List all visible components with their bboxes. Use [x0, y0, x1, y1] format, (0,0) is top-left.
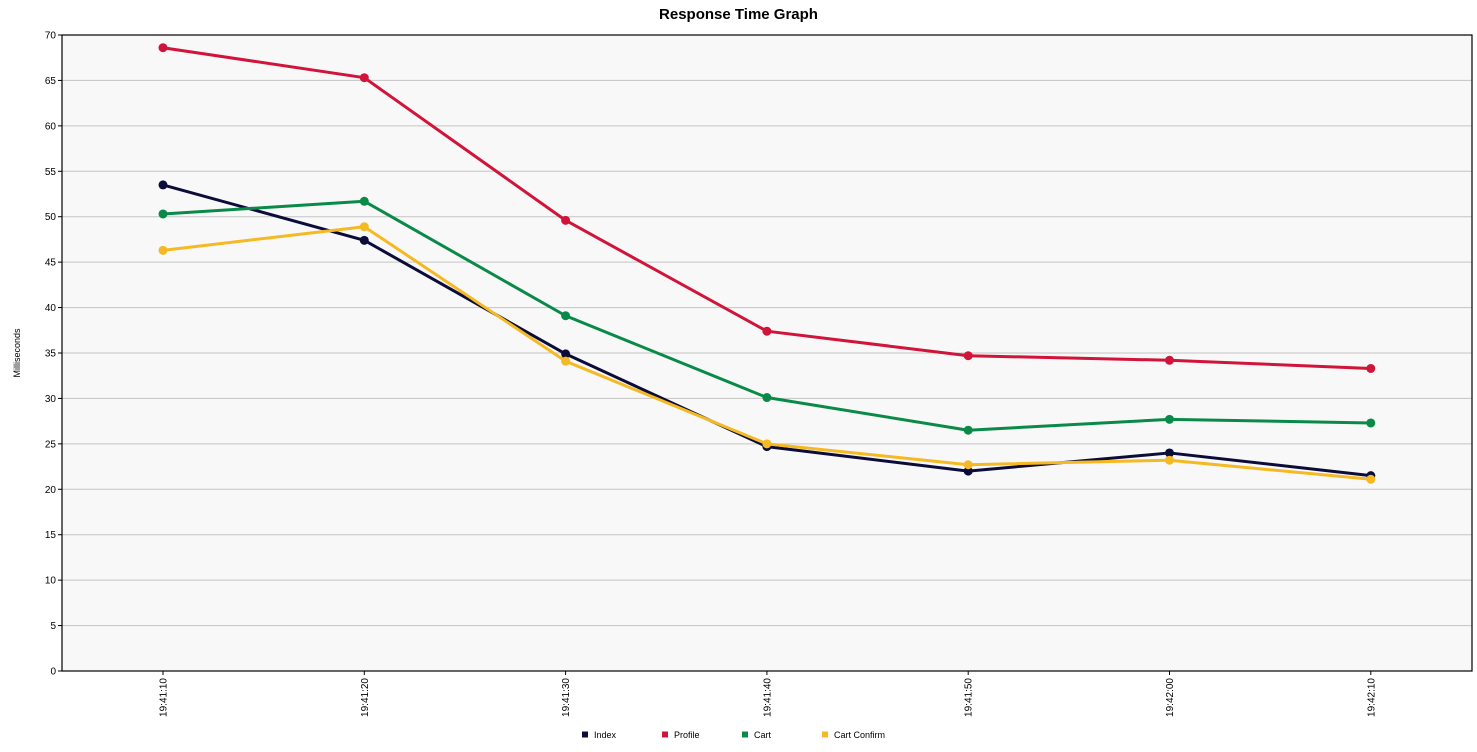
legend-label: Index [594, 730, 617, 740]
data-point [561, 349, 571, 359]
y-tick-label: 60 [45, 121, 57, 132]
y-tick-label: 55 [45, 167, 57, 178]
data-point [158, 209, 168, 219]
legend-swatch [742, 731, 748, 738]
legend-label: Cart Confirm [834, 730, 885, 740]
y-tick-label: 65 [45, 76, 57, 87]
x-tick-label: 19:41:50 [964, 678, 975, 717]
y-tick-label: 30 [45, 394, 57, 405]
y-tick-label: 25 [45, 439, 57, 450]
x-tick-label: 19:41:40 [762, 678, 773, 717]
y-tick-label: 40 [45, 303, 57, 314]
y-tick-label: 0 [50, 667, 56, 678]
x-tick-label: 19:41:10 [159, 678, 170, 717]
data-point [561, 356, 571, 366]
data-point [359, 196, 369, 206]
data-point [561, 311, 571, 321]
y-tick-label: 35 [45, 349, 57, 360]
legend-label: Cart [754, 730, 772, 740]
legend-label: Profile [674, 730, 700, 740]
y-tick-label: 20 [45, 485, 57, 496]
y-tick-label: 10 [45, 576, 57, 587]
data-point [1165, 455, 1174, 465]
data-point [1366, 418, 1376, 428]
data-point [963, 425, 973, 435]
chart-title: Response Time Graph [659, 6, 818, 23]
legend-swatch [822, 731, 828, 738]
y-tick-label: 15 [45, 530, 57, 541]
y-tick-label: 45 [45, 258, 57, 269]
x-tick-label: 19:42:00 [1165, 678, 1176, 717]
data-point [762, 393, 772, 403]
y-tick-label: 70 [45, 31, 57, 42]
series-cart-confirm [158, 222, 1376, 484]
data-point [158, 180, 168, 190]
x-tick-label: 19:41:20 [360, 678, 371, 717]
data-point [1366, 474, 1376, 484]
data-point [963, 460, 973, 470]
data-point [762, 326, 772, 336]
y-axis-title: Milliseconds [12, 328, 22, 378]
data-point [1165, 448, 1174, 458]
y-tick-label: 5 [50, 621, 56, 632]
data-point [963, 466, 973, 476]
data-point [359, 222, 369, 232]
data-point [762, 439, 772, 449]
data-point [158, 43, 168, 53]
data-point [561, 215, 571, 225]
data-point [1366, 363, 1376, 373]
data-point [1165, 355, 1174, 365]
series-cart [158, 196, 1376, 435]
legend-swatch [582, 731, 588, 738]
y-tick-label: 50 [45, 212, 57, 223]
data-point [158, 245, 168, 255]
x-tick-label: 19:41:30 [561, 678, 572, 717]
data-point [359, 73, 369, 83]
series-profile [158, 43, 1376, 373]
data-point [359, 235, 369, 245]
data-point [963, 351, 973, 361]
data-point [1165, 414, 1174, 424]
legend-swatch [662, 731, 668, 738]
x-tick-label: 19:42:10 [1366, 678, 1377, 717]
